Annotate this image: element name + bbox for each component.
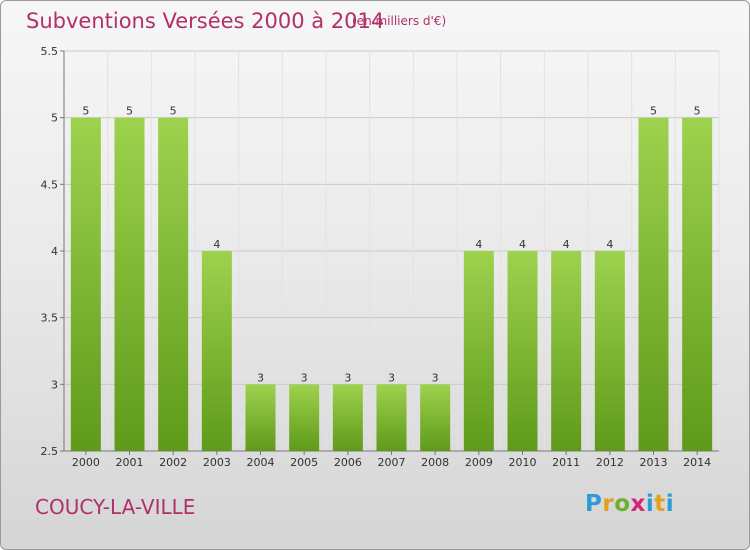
chart-subtitle: (en milliers d'€): [352, 14, 447, 28]
y-tick-label: 4: [51, 245, 58, 258]
data-label-2002: 5: [170, 105, 177, 118]
y-tick-label: 4.5: [41, 178, 59, 191]
y-tick-label: 5: [51, 112, 58, 125]
data-label-2007: 3: [388, 371, 395, 384]
bar-2002: [158, 117, 189, 452]
bar-2013: [638, 117, 669, 452]
data-label-2014: 5: [694, 105, 701, 118]
x-tick-label: 2008: [421, 456, 449, 469]
x-tick-label: 2010: [509, 456, 537, 469]
x-tick-label: 2007: [378, 456, 406, 469]
bar-2012: [594, 251, 625, 451]
commune-name: COUCY-LA-VILLE: [35, 495, 196, 519]
x-tick-label: 2011: [552, 456, 580, 469]
data-label-2005: 3: [301, 371, 308, 384]
data-label-2000: 5: [82, 105, 89, 118]
data-label-2008: 3: [432, 371, 439, 384]
data-label-2011: 4: [563, 238, 570, 251]
x-tick-label: 2003: [203, 456, 231, 469]
x-tick-label: 2006: [334, 456, 362, 469]
y-tick-label: 3.5: [41, 312, 59, 325]
x-tick-label: 2002: [159, 456, 187, 469]
x-tick-label: 2014: [683, 456, 711, 469]
x-tick-label: 2000: [72, 456, 100, 469]
x-tick-label: 2009: [465, 456, 493, 469]
bar-2009: [463, 251, 494, 451]
data-label-2006: 3: [344, 371, 351, 384]
x-tick-label: 2004: [247, 456, 275, 469]
bar-2000: [70, 117, 101, 452]
x-tick-label: 2005: [290, 456, 318, 469]
chart-title: Subventions Versées 2000 à 2014: [26, 9, 385, 33]
bar-2004: [245, 384, 276, 451]
bar-2006: [332, 384, 363, 451]
data-label-2003: 4: [213, 238, 220, 251]
bar-2010: [507, 251, 538, 451]
bar-2014: [682, 117, 713, 452]
x-tick-label: 2012: [596, 456, 624, 469]
bar-2003: [201, 251, 232, 451]
bar-2005: [289, 384, 320, 451]
data-label-2010: 4: [519, 238, 526, 251]
data-label-2013: 5: [650, 105, 657, 118]
bars: [70, 117, 713, 452]
data-label-2009: 4: [475, 238, 482, 251]
bar-2007: [376, 384, 407, 451]
bar-2011: [551, 251, 582, 451]
data-label-2001: 5: [126, 105, 133, 118]
x-tick-label: 2013: [640, 456, 668, 469]
labels: 5 2000 5 2001 5 2002 4 2003 3 2004 3 2005 3 2006 3 2007…: [72, 105, 711, 469]
data-label-2004: 3: [257, 371, 264, 384]
y-tick-label: 3: [51, 378, 58, 391]
y-tick-label: 5.5: [41, 45, 59, 58]
bar-2008: [420, 384, 451, 451]
bar-2001: [114, 117, 145, 452]
proxiti-logo: Proxiti: [585, 491, 675, 517]
x-tick-label: 2001: [116, 456, 144, 469]
data-label-2012: 4: [606, 238, 613, 251]
y-tick-label: 2.5: [41, 445, 59, 458]
